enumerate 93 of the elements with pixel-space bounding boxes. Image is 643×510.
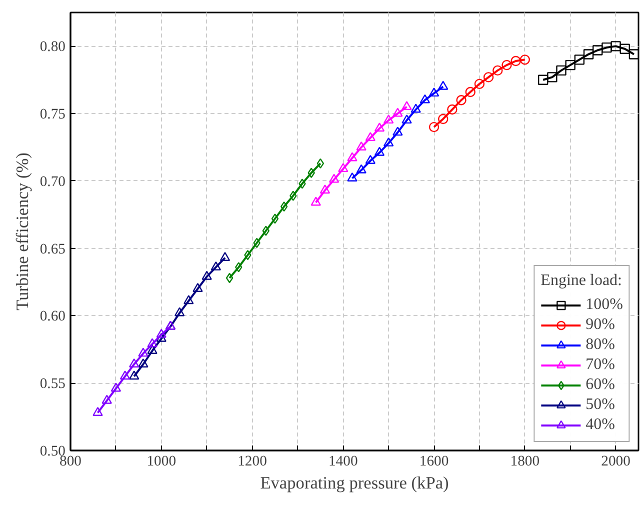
point xyxy=(271,214,279,224)
point xyxy=(156,328,166,338)
x-tick-label: 1400 xyxy=(328,454,358,470)
point xyxy=(502,60,512,70)
point xyxy=(547,72,558,82)
point xyxy=(538,74,548,85)
point xyxy=(110,382,122,392)
point xyxy=(510,56,521,66)
point xyxy=(610,41,621,52)
point xyxy=(402,101,412,110)
point xyxy=(262,226,270,236)
point xyxy=(428,122,440,132)
point xyxy=(356,141,366,150)
point xyxy=(310,196,321,206)
point xyxy=(628,49,638,60)
y-tick-label: 0.65 xyxy=(40,241,66,258)
y-tick-label: 0.80 xyxy=(40,39,66,56)
point xyxy=(192,282,203,292)
point xyxy=(402,114,412,124)
point xyxy=(308,168,315,178)
point xyxy=(290,190,297,201)
y-axis-title: Turbine efficiency (%) xyxy=(12,152,32,310)
point xyxy=(147,344,158,354)
legend-label: 60% xyxy=(586,376,615,394)
y-tick-label: 0.60 xyxy=(40,308,66,325)
point xyxy=(520,54,530,65)
point xyxy=(447,104,458,115)
point xyxy=(356,164,366,174)
legend-label: 50% xyxy=(586,396,615,414)
point xyxy=(565,60,576,70)
point xyxy=(592,45,603,56)
point xyxy=(298,178,306,189)
point xyxy=(347,152,358,162)
x-tick-label: 1800 xyxy=(510,454,540,470)
point xyxy=(138,348,148,357)
point xyxy=(365,132,376,142)
point xyxy=(147,338,158,348)
y-tick-label: 0.70 xyxy=(40,174,66,190)
point xyxy=(410,104,421,113)
point xyxy=(138,358,148,368)
x-tick-label: 1600 xyxy=(419,454,449,470)
point xyxy=(556,65,566,76)
point xyxy=(483,72,494,82)
x-tick-label: 2000 xyxy=(601,454,630,470)
legend-title: Engine load: xyxy=(540,272,623,290)
x-tick-label: 1200 xyxy=(238,454,267,470)
point xyxy=(156,332,166,342)
point xyxy=(474,78,485,90)
point xyxy=(365,154,376,164)
legend-label: 40% xyxy=(586,416,615,434)
legend-label: 90% xyxy=(586,316,615,334)
point xyxy=(226,272,234,284)
point xyxy=(456,95,466,106)
point xyxy=(392,108,403,117)
point xyxy=(129,358,140,368)
legend-label: 80% xyxy=(586,336,615,354)
point xyxy=(338,163,348,172)
point xyxy=(320,184,330,194)
x-tick-label: 1000 xyxy=(146,454,176,470)
point xyxy=(392,126,403,136)
point xyxy=(235,262,242,272)
point xyxy=(92,406,103,416)
point xyxy=(438,114,448,124)
point xyxy=(202,270,212,280)
point xyxy=(184,295,194,304)
x-axis-title: Evaporating pressure (kPa) xyxy=(260,474,450,492)
point xyxy=(374,122,385,132)
point xyxy=(383,114,394,124)
point xyxy=(383,137,394,146)
point xyxy=(210,261,222,270)
legend-label: 100% xyxy=(586,296,623,314)
point xyxy=(347,172,358,182)
point xyxy=(174,307,185,316)
point xyxy=(280,201,288,212)
point xyxy=(120,370,130,380)
point xyxy=(328,174,340,183)
point xyxy=(220,252,230,261)
point xyxy=(574,54,585,65)
point xyxy=(428,88,440,97)
point xyxy=(102,394,112,404)
point xyxy=(465,86,476,98)
point xyxy=(374,146,385,156)
legend-label: 70% xyxy=(586,356,615,374)
point xyxy=(438,80,448,90)
point xyxy=(420,94,430,104)
point xyxy=(316,158,324,169)
point xyxy=(492,65,503,76)
y-tick-label: 0.55 xyxy=(40,376,66,392)
y-tick-label: 0.75 xyxy=(40,106,66,123)
point xyxy=(620,44,630,54)
point xyxy=(602,42,612,53)
point xyxy=(583,49,594,60)
point xyxy=(129,370,140,380)
